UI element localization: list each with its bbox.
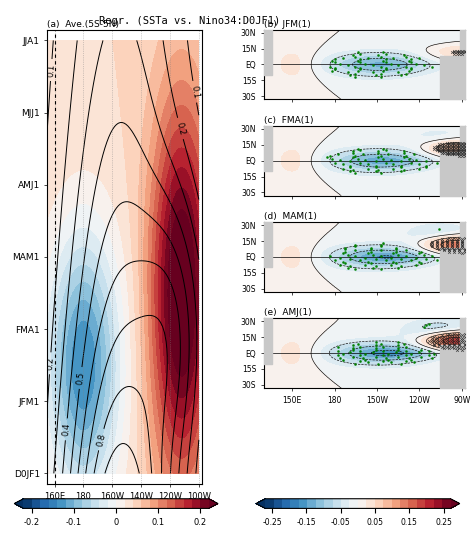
Text: 0.2: 0.2	[174, 121, 186, 136]
Text: 0.1: 0.1	[189, 84, 200, 99]
PathPatch shape	[450, 499, 460, 508]
Text: 0.8: 0.8	[95, 432, 107, 447]
Text: (c)  FMA(1): (c) FMA(1)	[264, 116, 313, 125]
Text: 0.5: 0.5	[75, 371, 86, 385]
Text: (e)  AMJ(1): (e) AMJ(1)	[264, 308, 311, 317]
Text: Regr. (SSTa vs. Nino34:D0JF1): Regr. (SSTa vs. Nino34:D0JF1)	[99, 16, 280, 26]
Text: 0.1: 0.1	[46, 63, 56, 77]
Text: (b)  JFM(1): (b) JFM(1)	[264, 20, 310, 29]
Text: (a)  Ave.(5S-5N): (a) Ave.(5S-5N)	[47, 20, 119, 29]
Text: (d)  MAM(1): (d) MAM(1)	[264, 213, 317, 221]
PathPatch shape	[14, 499, 24, 508]
PathPatch shape	[209, 499, 218, 508]
Text: 0.4: 0.4	[61, 422, 72, 436]
PathPatch shape	[256, 499, 265, 508]
Text: 0.2: 0.2	[45, 357, 55, 370]
